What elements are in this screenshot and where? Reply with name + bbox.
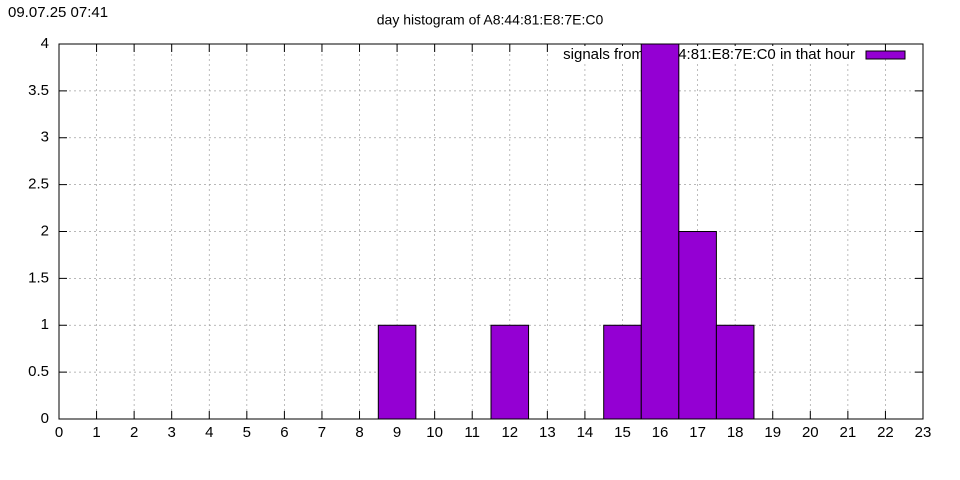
x-tick-label: 7 (318, 424, 326, 441)
bar (715, 324, 755, 420)
timestamp: 09.07.25 07:41 (8, 4, 108, 21)
x-tick-label: 8 (355, 424, 363, 441)
x-tick-label: 16 (652, 424, 669, 441)
bar (490, 324, 530, 420)
x-tick-label: 4 (205, 424, 213, 441)
x-tick-label: 18 (727, 424, 744, 441)
plot-border (58, 43, 924, 420)
x-tick-label: 10 (426, 424, 443, 441)
y-tick-label: 0.5 (28, 363, 49, 380)
x-tick-label: 15 (614, 424, 631, 441)
x-tick-label: 9 (393, 424, 401, 441)
chart-title: day histogram of A8:44:81:E8:7E:C0 (377, 12, 604, 28)
y-tick-label: 4 (41, 35, 49, 52)
x-tick-label: 13 (539, 424, 556, 441)
bar (603, 324, 642, 420)
y-tick-label: 1 (41, 316, 49, 333)
x-tick-label: 17 (689, 424, 706, 441)
y-tick-label: 0 (41, 410, 49, 427)
y-tick-label: 2.5 (28, 176, 49, 193)
x-tick-label: 20 (802, 424, 819, 441)
legend-background (561, 45, 858, 63)
bar (640, 43, 680, 420)
x-tick-label: 11 (464, 424, 480, 441)
y-tick-label: 3.5 (28, 82, 49, 99)
y-tick-label: 1.5 (28, 269, 49, 286)
x-tick-label: 22 (877, 424, 894, 441)
x-tick-label: 2 (130, 424, 138, 441)
legend-swatch (865, 50, 906, 60)
x-tick-label: 19 (764, 424, 781, 441)
bar (377, 324, 417, 420)
x-tick-label: 6 (280, 424, 288, 441)
x-tick-label: 23 (915, 424, 932, 441)
y-tick-label: 2 (41, 222, 49, 239)
x-tick-label: 21 (840, 424, 857, 441)
bar (678, 231, 717, 420)
x-tick-label: 0 (55, 424, 63, 441)
y-tick-label: 3 (41, 129, 49, 146)
legend-label: signals from A8:44:81:E8:7E:C0 in that h… (563, 46, 855, 63)
x-tick-label: 1 (92, 424, 100, 441)
x-tick-label: 12 (501, 424, 518, 441)
x-tick-label: 14 (577, 424, 594, 441)
x-tick-label: 3 (168, 424, 176, 441)
x-tick-label: 5 (243, 424, 251, 441)
